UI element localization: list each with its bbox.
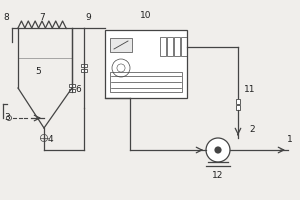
Text: 4: 4 <box>47 136 53 144</box>
Bar <box>69 89 75 92</box>
Text: 9: 9 <box>85 14 91 22</box>
Circle shape <box>112 59 130 77</box>
Bar <box>236 105 241 110</box>
Bar <box>81 69 87 72</box>
Text: 7: 7 <box>39 14 45 22</box>
Bar <box>174 37 180 56</box>
Text: 6: 6 <box>75 85 81 94</box>
Bar <box>236 99 241 104</box>
Text: 12: 12 <box>212 171 224 180</box>
Circle shape <box>214 146 222 154</box>
Bar <box>110 38 132 52</box>
Bar <box>69 84 75 87</box>
Text: 3: 3 <box>4 114 10 122</box>
Bar <box>181 37 187 56</box>
Text: 1: 1 <box>287 136 293 144</box>
Text: 11: 11 <box>244 85 256 94</box>
Bar <box>110 72 182 92</box>
Bar <box>81 64 87 67</box>
Text: 2: 2 <box>249 126 255 134</box>
Circle shape <box>206 138 230 162</box>
Bar <box>160 37 166 56</box>
Text: 5: 5 <box>35 68 41 76</box>
Bar <box>167 37 173 56</box>
Text: 8: 8 <box>3 14 9 22</box>
Text: 10: 10 <box>140 11 152 21</box>
Bar <box>105 30 187 98</box>
